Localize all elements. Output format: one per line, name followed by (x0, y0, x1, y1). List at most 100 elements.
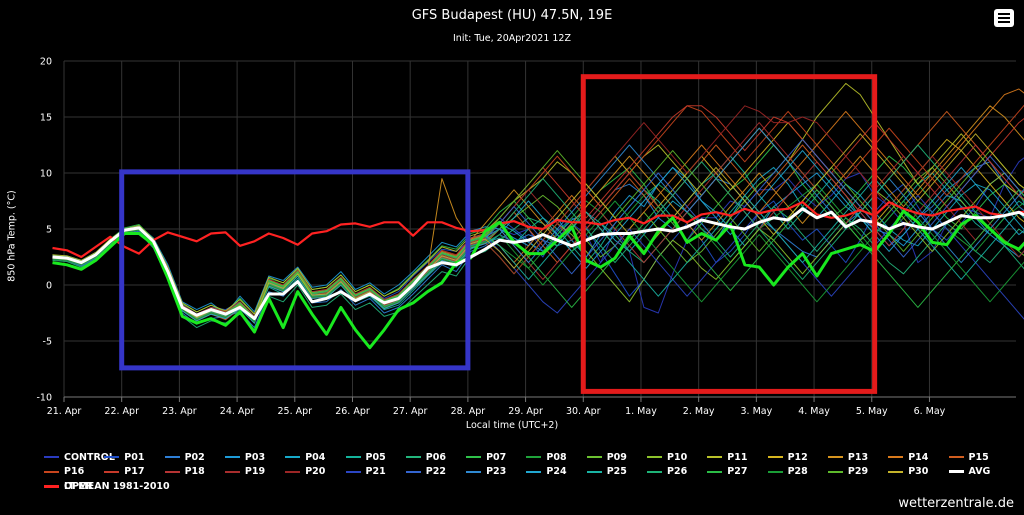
legend-label: P17 (124, 466, 145, 477)
legend-label: P28 (787, 466, 808, 477)
legend-swatch (44, 484, 59, 488)
x-tick-label: 3. May (740, 406, 772, 417)
x-tick-labels: 21. Apr 22. Apr 23. Apr 24. Apr 25. Apr 26. A… (47, 406, 946, 417)
legend-label: P21 (365, 466, 386, 477)
legend-item-p21[interactable]: P21 (345, 465, 386, 479)
legend-swatch (767, 456, 783, 458)
series-line-p12[interactable] (52, 122, 1024, 320)
legend-swatch (888, 456, 904, 458)
legend-swatch (647, 470, 662, 473)
legend-label: P07 (486, 451, 507, 463)
legend-item-p02[interactable]: P02 (164, 450, 205, 464)
legend-item-p30[interactable]: P30 (888, 465, 928, 479)
x-tick-label: 2. May (683, 406, 715, 417)
legend-item-lt-mean-1981-2010[interactable]: LT MEAN 1981-2010 (44, 479, 170, 493)
legend-swatch (44, 456, 59, 458)
legend-item-p28[interactable]: P28 (767, 465, 808, 479)
series-line-p17[interactable] (52, 105, 1024, 317)
legend-swatch (224, 470, 240, 473)
legend-item-p16[interactable]: P16 (44, 465, 84, 479)
legend-item-p10[interactable]: P10 (647, 450, 687, 464)
legend-item-p23[interactable]: P23 (466, 465, 506, 479)
credit-text: wetterzentrale.de (898, 496, 1014, 511)
series-line-oper[interactable] (52, 209, 1024, 350)
legend-swatch (767, 470, 783, 473)
x-tick-label: 22. Apr (104, 406, 139, 417)
legend-label: P19 (244, 466, 266, 477)
legend-swatch (647, 456, 662, 458)
series-line-p26[interactable] (52, 144, 1024, 322)
legend-swatch (345, 456, 361, 458)
y-tick-label: 5 (46, 225, 52, 236)
legend-swatch (526, 470, 542, 473)
legend-label: LT MEAN 1981-2010 (64, 480, 170, 492)
legend-swatch (164, 470, 180, 473)
x-tick-label: 1. May (625, 406, 657, 417)
series-line-p11[interactable] (52, 82, 1024, 315)
x-tick-label: 21. Apr (47, 406, 82, 417)
legend-item-p08[interactable]: P08 (526, 450, 567, 464)
legend-swatch (104, 470, 120, 473)
legend-item-p06[interactable]: P06 (405, 450, 446, 464)
x-tick-label: 27. Apr (393, 406, 428, 417)
legend-label: P08 (546, 451, 567, 463)
legend-label: P06 (425, 451, 446, 463)
x-tick-label: 4. May (798, 406, 830, 417)
legend-label: P20 (305, 466, 326, 477)
legend-item-p24[interactable]: P24 (526, 465, 567, 479)
y-tick-label: -10 (36, 393, 52, 404)
legend-swatch (345, 470, 361, 473)
legend-label: P10 (667, 451, 688, 463)
series-line-p07[interactable] (52, 144, 1024, 315)
legend-item-p04[interactable]: P04 (285, 450, 325, 464)
legend-item-p20[interactable]: P20 (285, 465, 325, 479)
y-tick-label: 20 (40, 57, 52, 68)
legend-label: CONTROL (64, 451, 115, 463)
series-line-p20[interactable] (52, 105, 1024, 323)
legend-item-p22[interactable]: P22 (405, 465, 446, 479)
legend-item-p17[interactable]: P17 (104, 465, 144, 479)
legend-label: P26 (667, 466, 688, 477)
legend-item-p29[interactable]: P29 (827, 465, 868, 479)
legend-item-control[interactable]: CONTROL (44, 450, 115, 464)
legend-item-p09[interactable]: P09 (586, 450, 627, 464)
legend-swatch (104, 456, 120, 458)
legend-item-p27[interactable]: P27 (707, 465, 747, 479)
series-line-p16[interactable] (52, 95, 1024, 321)
legend-item-p03[interactable]: P03 (224, 450, 265, 464)
legend-label: P25 (606, 466, 627, 477)
legend-label: P15 (968, 451, 989, 463)
highlight-boxes (119, 74, 878, 394)
legend-item-p14[interactable]: P14 (888, 450, 928, 464)
series-line-p30[interactable] (52, 133, 1024, 321)
legend-item-p18[interactable]: P18 (164, 465, 205, 479)
legend-label: P12 (787, 451, 808, 463)
hamburger-menu-icon[interactable] (994, 9, 1014, 27)
legend-item-p25[interactable]: P25 (586, 465, 627, 479)
legend-swatch (405, 456, 421, 458)
y-tick-label: -5 (43, 337, 52, 348)
legend-item-p19[interactable]: P19 (224, 465, 266, 479)
legend-item-p01[interactable]: P01 (104, 450, 144, 464)
legend-label: P14 (908, 451, 929, 463)
x-tick-label: 30. Apr (566, 406, 601, 417)
series-line-lt-mean-1981-2010[interactable] (52, 201, 1024, 259)
legend-label: P16 (64, 466, 85, 477)
legend-swatch (285, 470, 301, 473)
legend-swatch (44, 470, 59, 473)
legend-item-avg[interactable]: AVG (948, 465, 990, 479)
legend-item-p05[interactable]: P05 (345, 450, 386, 464)
legend-item-p11[interactable]: P11 (707, 450, 747, 464)
legend-item-p15[interactable]: P15 (948, 450, 989, 464)
legend-label: P22 (425, 466, 446, 477)
legend-item-p07[interactable]: P07 (466, 450, 506, 464)
x-tick-label: 25. Apr (277, 406, 312, 417)
red-highlight-box (580, 74, 878, 394)
legend-item-p12[interactable]: P12 (767, 450, 808, 464)
series-line-avg[interactable] (52, 207, 1024, 321)
y-axis-label: 850 hPa Temp. (°C) (6, 190, 18, 282)
series-line-p19[interactable] (52, 122, 1024, 320)
legend-item-p13[interactable]: P13 (827, 450, 868, 464)
legend-item-p26[interactable]: P26 (647, 465, 687, 479)
